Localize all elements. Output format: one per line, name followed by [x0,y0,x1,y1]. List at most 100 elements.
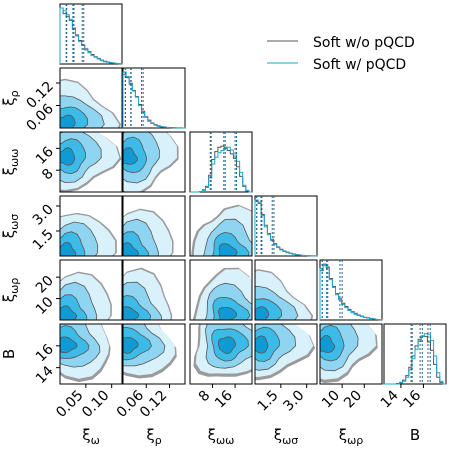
contour-layers [60,324,111,383]
y-axis-label-xi_omega_rho: ξωρ [0,278,21,303]
x-tick-label-xi_rho-1: 0.12 [137,388,170,421]
x-axis-label-xi_omega_omega: ξωω [208,426,235,447]
contour-with-pqcd-level-3 [255,306,270,320]
contour-layers [192,267,252,320]
y-tick-label-xi_omega_sigma-0: 1.5 [30,227,57,254]
x-tick-label-xi_omega-0: 0.05 [53,388,86,421]
contour-with-pqcd-level-3 [123,337,139,354]
panel-frame [122,259,186,321]
hist-with-pqcd-B [384,333,446,385]
contour-layers [60,212,117,256]
hist-panel-B [383,323,447,385]
x-tick-label-xi_omega_rho-1: 20 [341,388,365,412]
legend: Soft w/o pQCD Soft w/ pQCD [267,35,415,73]
contour-panel-xi_omega-vs-B [59,323,123,385]
contour-panel-xi_rho-vs-xi_omega_sigma [122,195,186,257]
y-tick-label-B-1: 16 [33,341,57,365]
contour-with-pqcd-level-3 [60,305,78,320]
hist-panel-xi_omega_rho [319,259,383,321]
contour-panel-xi_omega_omega-vs-xi_omega_sigma [189,195,253,257]
x-tick-label-xi_omega_rho-0: 10 [319,388,343,412]
y-tick-label-xi_omega_rho-1: 20 [33,273,57,297]
panel-frame [59,67,123,129]
contour-panel-xi_omega_sigma-vs-B [254,323,318,385]
hist-without-pqcd-xi_omega_sigma [254,200,318,257]
hist-with-pqcd-xi_omega_sigma [254,199,318,257]
contour-with-pqcd-level-3 [60,336,78,354]
y-axis-label-B: B [0,349,18,359]
hist-without-pqcd-xi_omega_omega [190,145,252,193]
contour-panel-xi_omega-vs-xi_omega_sigma [59,195,123,257]
panel-frame [122,67,186,129]
y-axis-label-xi_rho: ξρ [0,90,21,105]
contour-layers [191,204,252,256]
hist-panel-xi_omega_sigma [254,195,318,257]
contour-with-pqcd-level-3 [60,147,76,166]
hist-panel-xi_omega [59,3,123,65]
contour-layers [123,208,174,256]
contour-with-pqcd-level-3 [320,335,336,353]
contour-with-pqcd-level-3 [123,306,140,320]
contour-with-pqcd-level-3 [255,335,269,354]
contour-panel-xi_omega_sigma-vs-xi_omega_rho [254,259,318,321]
contour-with-pqcd-level-3 [218,243,238,256]
panel-frame [59,131,123,193]
panel-frame [189,131,253,193]
y-axis-label-xi_omega_sigma: ξωσ [0,214,21,239]
x-axis-label-xi_omega: ξω [82,426,100,447]
hist-with-pqcd-xi_rho [122,71,186,129]
panel-frame [59,195,123,257]
contour-with-pqcd-level-3 [123,242,139,256]
x-axis-label-xi_omega_sigma: ξωσ [274,426,299,447]
y-tick-label-xi_omega_sigma-1: 3.0 [30,202,57,229]
contour-layers [60,132,122,192]
panel-frame [254,323,318,385]
x-tick-label-xi_omega_sigma-1: 3.0 [280,388,307,415]
contour-layers [123,132,179,192]
contour-layers [60,271,112,320]
hist-with-pqcd-xi_omega [59,7,123,65]
x-axis-label-B: B [410,426,420,444]
contour-panel-xi_rho-vs-xi_omega_omega [122,131,186,193]
panel-frame [254,259,318,321]
contour-panel-xi_rho-vs-xi_omega_rho [122,259,186,321]
contour-with-pqcd-level-3 [217,336,236,354]
panel-frame [122,195,186,257]
contour-layers [60,78,121,128]
x-tick-label-xi_omega_omega-1: 16 [212,387,236,411]
panel-frame [189,259,253,321]
legend-label-with-pqcd: Soft w/ pQCD [313,57,406,73]
panel-frame [189,195,253,257]
contour-panel-xi_omega_omega-vs-B [189,323,253,385]
x-tick-label-xi_omega_sigma-0: 1.5 [255,388,282,415]
hist-without-pqcd-xi_rho [122,74,186,129]
x-tick-label-xi_omega_omega-0: 8 [196,388,214,406]
panel-frame [59,323,123,385]
contour-layers [320,324,378,384]
y-axis-label-xi_omega_omega: ξωω [0,149,21,176]
contour-panel-xi_omega_rho-vs-B [319,323,383,385]
x-tick-label-B-1: 16 [400,387,424,411]
contour-layers [123,324,177,379]
contour-panel-xi_omega-vs-xi_omega_omega [59,131,123,193]
y-tick-label-B-0: 14 [33,363,57,387]
contour-layers [123,267,173,320]
panel-frame [383,323,447,385]
hist-with-pqcd-xi_omega_rho [319,263,383,321]
panel-frame [122,323,186,385]
contour-with-pqcd-level-3 [123,147,138,165]
contour-panel-xi_rho-vs-B [122,323,186,385]
contour-with-pqcd-level-3 [60,114,76,128]
y-tick-label-xi_omega_omega-1: 16 [33,144,57,168]
panel-frame [122,131,186,193]
legend-label-without-pqcd: Soft w/o pQCD [313,35,415,51]
hist-panel-xi_rho [122,67,186,129]
contour-panel-xi_omega_omega-vs-xi_omega_rho [189,259,253,321]
contour-layers [193,324,252,377]
contour-panel-xi_omega-vs-xi_rho [59,67,123,129]
hist-panel-xi_omega_omega [189,131,253,193]
x-tick-label-B-0: 14 [378,387,402,411]
y-tick-label-xi_omega_omega-0: 8 [39,166,57,184]
contour-layers [255,269,314,320]
